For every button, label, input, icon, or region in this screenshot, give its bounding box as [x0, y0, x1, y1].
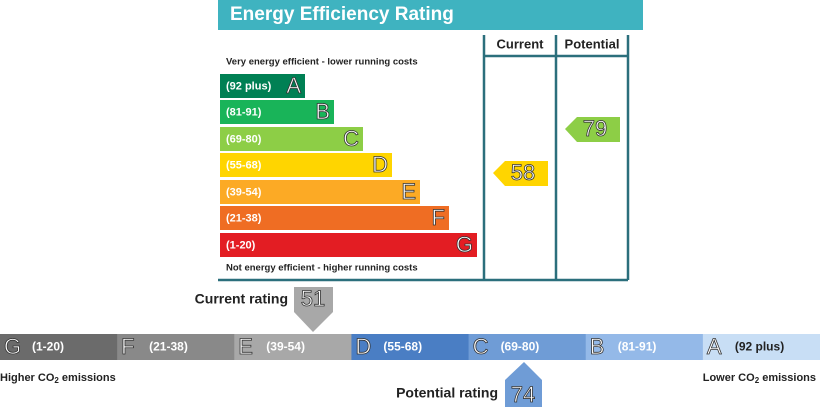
co2-band — [585, 334, 704, 360]
current-arrow — [493, 161, 548, 186]
co2-band-range: (1-20) — [32, 340, 64, 354]
co2-band-range: (81-91) — [618, 340, 657, 354]
co2-band — [234, 334, 352, 360]
lower-co2-label: Lower CO2 emissions — [703, 372, 816, 385]
co2-band-letter: B — [590, 334, 605, 359]
current-co2-marker — [294, 287, 333, 332]
band-letter: D — [372, 152, 388, 177]
current-value: 58 — [511, 160, 535, 185]
co2-band-range: (55-68) — [383, 340, 422, 354]
potential-co2-marker — [505, 362, 542, 407]
title: Energy Efficiency Rating — [230, 4, 454, 25]
current-co2-value: 51 — [301, 286, 325, 311]
band-letter: B — [315, 99, 330, 124]
potential-co2-label: Potential rating — [396, 385, 498, 401]
co2-band-letter: E — [238, 334, 253, 359]
co2-band-range: (69-80) — [501, 340, 540, 354]
rating-band — [220, 100, 334, 124]
top-note: Very energy efficient - lower running co… — [226, 57, 418, 68]
higher-co2-label: Higher CO2 emissions — [0, 372, 116, 385]
column-header: Current — [497, 36, 545, 51]
rating-band — [220, 233, 477, 257]
co2-band-letter: A — [707, 334, 722, 359]
rating-band — [220, 74, 305, 98]
co2-band — [702, 334, 820, 360]
co2-band — [468, 334, 587, 360]
band-letter: F — [432, 205, 445, 230]
band-range: (1-20) — [226, 239, 256, 251]
rating-band — [220, 127, 363, 151]
band-letter: G — [456, 232, 473, 257]
co2-band-letter: G — [4, 334, 21, 359]
co2-band — [117, 334, 235, 360]
band-letter: E — [401, 179, 416, 204]
column-header: Potential — [565, 36, 620, 51]
band-range: (81-91) — [226, 106, 262, 118]
potential-value: 79 — [583, 116, 607, 141]
band-range: (69-80) — [226, 133, 262, 145]
band-range: (21-38) — [226, 212, 262, 224]
rating-band — [220, 153, 392, 177]
title-bar — [218, 0, 643, 30]
band-letter: A — [286, 73, 301, 98]
bottom-note: Not energy efficient - higher running co… — [226, 263, 418, 274]
rating-band — [220, 180, 420, 204]
co2-band-range: (21-38) — [149, 340, 188, 354]
co2-band — [351, 334, 470, 360]
band-range: (39-54) — [226, 186, 262, 198]
band-letter: C — [343, 126, 359, 151]
co2-band-letter: F — [121, 334, 134, 359]
co2-band-letter: C — [473, 334, 489, 359]
co2-band-range: (92 plus) — [735, 340, 784, 354]
co2-band-range: (39-54) — [266, 340, 305, 354]
rating-band — [220, 206, 449, 230]
potential-arrow — [565, 117, 620, 142]
table-lines — [218, 35, 630, 282]
band-range: (92 plus) — [226, 80, 272, 92]
band-range: (55-68) — [226, 159, 262, 171]
potential-co2-value: 74 — [511, 382, 535, 407]
co2-band-letter: D — [355, 334, 371, 359]
current-co2-label: Current rating — [195, 291, 288, 307]
co2-band — [0, 334, 118, 360]
